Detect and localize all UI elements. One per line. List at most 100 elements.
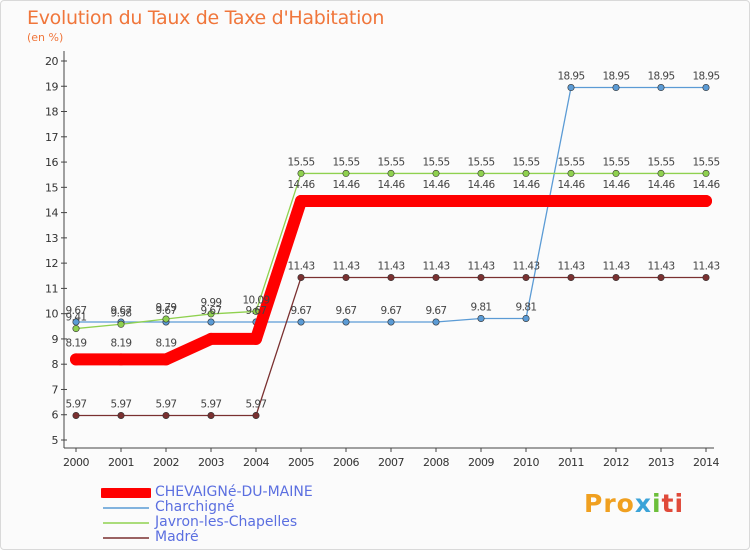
y-tick-label-9: 9 bbox=[52, 333, 59, 346]
series-0-label-2000: 8.19 bbox=[66, 337, 87, 349]
series-3-label-2006: 11.43 bbox=[332, 261, 359, 273]
series-3-label-2000: 5.97 bbox=[66, 398, 87, 410]
y-tick-label-12: 12 bbox=[45, 257, 58, 270]
series-1-label-2003: 9.67 bbox=[201, 305, 222, 317]
series-3-label-2010: 11.43 bbox=[512, 261, 539, 273]
series-3-point-2006 bbox=[342, 274, 350, 282]
series-3-label-2003: 5.97 bbox=[201, 398, 222, 410]
series-2-point-2011 bbox=[567, 169, 575, 177]
y-tick-label-13: 13 bbox=[45, 232, 58, 245]
y-tick-label-16: 16 bbox=[45, 156, 58, 169]
x-tick-label-2006: 2006 bbox=[333, 456, 359, 469]
series-3-point-2000 bbox=[72, 411, 80, 419]
series-1-label-2009: 9.81 bbox=[471, 301, 492, 313]
legend-item-madre: Madré bbox=[101, 530, 313, 545]
series-0-label-2012: 14.46 bbox=[602, 179, 630, 191]
series-2-label-2007: 15.55 bbox=[377, 156, 404, 168]
series-1-label-2010: 9.81 bbox=[516, 301, 537, 313]
y-tick-label-5: 5 bbox=[52, 434, 59, 447]
y-tick-label-11: 11 bbox=[45, 282, 58, 295]
series-1-label-2013: 18.95 bbox=[647, 71, 674, 83]
series-1-label-2004: 9.67 bbox=[246, 305, 267, 317]
series-2-label-2002: 9.79 bbox=[156, 302, 177, 314]
series-2-label-2009: 15.55 bbox=[467, 156, 494, 168]
series-2-label-2012: 15.55 bbox=[602, 156, 629, 168]
series-0-label-2001: 8.19 bbox=[111, 337, 132, 349]
series-0-point-2004 bbox=[250, 332, 262, 345]
series-1-label-2000: 9.67 bbox=[66, 305, 87, 317]
series-2-point-2005 bbox=[297, 169, 305, 177]
series-2-label-2006: 15.55 bbox=[332, 156, 359, 168]
series-2-label-2005: 15.55 bbox=[287, 156, 314, 168]
chart-title: Evolution du Taux de Taxe d'Habitation bbox=[27, 7, 385, 29]
series-0-point-2001 bbox=[115, 353, 127, 366]
series-2-label-2003: 9.99 bbox=[201, 297, 222, 309]
series-0-point-2006 bbox=[340, 194, 352, 207]
series-0-point-2011 bbox=[565, 194, 577, 207]
series-3-point-2007 bbox=[387, 274, 395, 282]
y-tick-label-17: 17 bbox=[45, 131, 58, 144]
series-0-label-2014: 14.46 bbox=[692, 179, 720, 191]
x-tick-label-2009: 2009 bbox=[468, 456, 494, 469]
series-0-point-2009 bbox=[475, 194, 487, 207]
series-2-label-2013: 15.55 bbox=[647, 156, 674, 168]
series-3-point-2011 bbox=[567, 274, 575, 282]
series-3-label-2014: 11.43 bbox=[692, 261, 719, 273]
series-1-label-2002: 9.67 bbox=[156, 305, 177, 317]
series-1-point-2007 bbox=[387, 318, 395, 326]
legend: CHEVAIGNé-DU-MAINE Charchigné Javron-les… bbox=[101, 485, 313, 545]
series-1-label-2005: 9.67 bbox=[291, 305, 312, 317]
series-0-label-2006: 14.46 bbox=[332, 179, 360, 191]
series-3-label-2002: 5.97 bbox=[156, 398, 177, 410]
series-2-point-2007 bbox=[387, 169, 395, 177]
series-0-point-2013 bbox=[655, 194, 667, 207]
series-2-point-2006 bbox=[342, 169, 350, 177]
series-2-point-2008 bbox=[432, 169, 440, 177]
y-tick-label-15: 15 bbox=[45, 181, 58, 194]
series-2-point-2014 bbox=[702, 169, 710, 177]
series-2-label-2004: 10.09 bbox=[242, 294, 269, 306]
series-0-label-2005: 14.46 bbox=[287, 179, 315, 191]
series-1-point-2008 bbox=[432, 318, 440, 326]
series-1-label-2008: 9.67 bbox=[426, 305, 447, 317]
series-1-point-2003 bbox=[207, 318, 215, 326]
legend-label-charchigne: Charchigné bbox=[155, 499, 235, 515]
series-1-point-2006 bbox=[342, 318, 350, 326]
series-2-label-2011: 15.55 bbox=[557, 156, 584, 168]
series-0-point-2007 bbox=[385, 194, 397, 207]
legend-item-javron: Javron-les-Chapelles bbox=[101, 515, 313, 530]
legend-swatch-madre bbox=[103, 537, 149, 539]
series-2-point-2000 bbox=[72, 325, 80, 333]
series-2-point-2013 bbox=[657, 169, 665, 177]
proxiti-logo: Proxiti bbox=[584, 489, 685, 518]
series-0-point-2012 bbox=[610, 194, 622, 207]
series-2-label-2014: 15.55 bbox=[692, 156, 719, 168]
legend-swatch-javron bbox=[103, 522, 149, 524]
series-2-label-2010: 15.55 bbox=[512, 156, 539, 168]
series-3-label-2007: 11.43 bbox=[377, 261, 404, 273]
x-tick-label-2010: 2010 bbox=[513, 456, 539, 469]
series-0-point-2005 bbox=[295, 194, 307, 207]
legend-item-charchigne: Charchigné bbox=[101, 500, 313, 515]
series-1-point-2010 bbox=[522, 314, 530, 322]
legend-swatch-chevaigne bbox=[101, 488, 151, 498]
series-1-point-2012 bbox=[612, 84, 620, 92]
series-3-label-2008: 11.43 bbox=[422, 261, 449, 273]
chart-subtitle: (en %) bbox=[27, 31, 64, 44]
series-0-label-2011: 14.46 bbox=[557, 179, 585, 191]
series-1-label-2007: 9.67 bbox=[381, 305, 402, 317]
series-0-label-2013: 14.46 bbox=[647, 179, 675, 191]
series-3-point-2002 bbox=[162, 411, 170, 419]
series-3-point-2004 bbox=[252, 411, 260, 419]
y-tick-label-14: 14 bbox=[45, 207, 58, 220]
series-1-point-2009 bbox=[477, 314, 485, 322]
series-0-label-2008: 14.46 bbox=[422, 179, 450, 191]
series-0-label-2002: 8.19 bbox=[156, 337, 177, 349]
y-tick-label-19: 19 bbox=[45, 80, 58, 93]
x-tick-label-2012: 2012 bbox=[603, 456, 629, 469]
x-tick-label-2011: 2011 bbox=[558, 456, 584, 469]
series-0-point-2014 bbox=[700, 194, 712, 207]
series-3-point-2008 bbox=[432, 274, 440, 282]
series-2-label-2001: 9.58 bbox=[111, 307, 132, 319]
